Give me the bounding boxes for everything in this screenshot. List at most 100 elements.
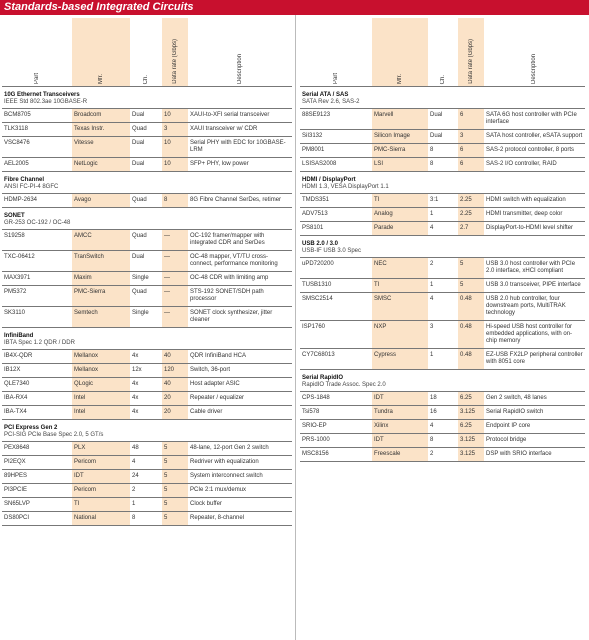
table-cell: HDMP-2634 bbox=[4, 197, 38, 203]
table-cell: 18 bbox=[430, 395, 437, 401]
table-cell: — bbox=[162, 286, 188, 306]
table-cell: — bbox=[162, 251, 188, 271]
header-cell: Part bbox=[300, 18, 372, 86]
table-cell: 3 bbox=[458, 130, 484, 143]
table-cell: Xilinx bbox=[372, 420, 428, 433]
section-subtitle: USB-IF USB 3.0 Spec bbox=[302, 248, 362, 254]
table-cell: 8 bbox=[430, 161, 434, 167]
table-cell: Tsi578 bbox=[302, 409, 320, 415]
table-row: PRS-1000 IDT 8 3.125 Protocol bridge bbox=[300, 434, 585, 448]
table-cell: PRS-1000 bbox=[302, 437, 330, 443]
table-row: CPS-1848 IDT 18 6.25 Gen 2 switch, 48 lanes bbox=[300, 392, 585, 406]
table-cell: 0.48 bbox=[458, 293, 484, 320]
table-cell: TUSB1310 bbox=[302, 282, 332, 288]
table-cell: CPS-1848 bbox=[302, 395, 330, 401]
table-cell: NEC bbox=[372, 258, 428, 278]
table-cell: Quad bbox=[132, 197, 147, 203]
table-cell: Analog bbox=[372, 208, 428, 221]
section-subtitle: IBTA Spec 1.2 QDR / DDR bbox=[4, 340, 75, 346]
table-cell: SMSC bbox=[372, 293, 428, 320]
header-cell: Data rate (Gbps) bbox=[162, 18, 188, 86]
table-cell: SK3110 bbox=[4, 310, 25, 316]
table-cell: PI3PCIE bbox=[4, 487, 28, 493]
section-subtitle: ANSI FC-PI-4 8GFC bbox=[4, 184, 59, 190]
table-cell: DisplayPort-to-HDMI level shifter bbox=[486, 225, 574, 231]
table-cell: AMCC bbox=[72, 230, 130, 250]
column-header: Mfr. bbox=[97, 74, 104, 84]
table-row: SN65LVP TI 1 5 Clock buffer bbox=[2, 498, 292, 512]
table-cell: 3.125 bbox=[458, 406, 484, 419]
table-cell: Pericom bbox=[72, 456, 130, 469]
table-row: SK3110 Semtech Single — SONET clock synthesi… bbox=[2, 307, 292, 328]
table-cell: Pericom bbox=[72, 484, 130, 497]
table-cell: Dual bbox=[132, 112, 145, 118]
header-cell: Mfr. bbox=[72, 18, 130, 86]
table-cell: MSC8156 bbox=[302, 451, 329, 457]
section-title: Serial RapidIO bbox=[302, 375, 344, 381]
table-cell: 5 bbox=[162, 484, 188, 497]
section-subtitle: PCI-SIG PCIe Base Spec 2.0, 5 GT/s bbox=[4, 432, 104, 438]
table-cell: 5 bbox=[162, 512, 188, 525]
table-cell: — bbox=[162, 230, 188, 250]
table-cell: 20 bbox=[162, 392, 188, 405]
table-cell: Cypress bbox=[372, 349, 428, 369]
table-cell: Maxim bbox=[72, 272, 130, 285]
table-cell: Single bbox=[132, 275, 149, 281]
table-cell: ADV7513 bbox=[302, 211, 328, 217]
table-cell: DS80PCI bbox=[4, 515, 30, 521]
table-cell: 5 bbox=[162, 442, 188, 455]
section-header: Serial RapidIO RapidIO Trade Assoc. Spec … bbox=[300, 370, 585, 392]
title-bar: Standards-based Integrated Circuits bbox=[0, 0, 589, 15]
table-cell: 5 bbox=[458, 279, 484, 292]
table-row: HDMP-2634 Avago Quad 8 8G Fibre Channel SerD… bbox=[2, 194, 292, 208]
section-title: USB 2.0 / 3.0 bbox=[302, 241, 339, 247]
table-row: IBA-TX4 Intel 4x 20 Cable driver bbox=[2, 406, 292, 420]
table-cell: 5 bbox=[458, 258, 484, 278]
table-cell: Vitesse bbox=[72, 137, 130, 157]
table-cell: Mellanox bbox=[72, 364, 130, 377]
section-header: Fibre Channel ANSI FC-PI-4 8GFC bbox=[2, 172, 292, 194]
table-cell: ISP1760 bbox=[302, 324, 326, 330]
table-cell: 5 bbox=[162, 470, 188, 483]
table-cell: S19258 bbox=[4, 233, 25, 239]
section-title: Serial ATA / SAS bbox=[302, 92, 349, 98]
table-cell: XAUI-to-XFI serial transceiver bbox=[190, 112, 270, 118]
table-row: BCM8705 Broadcom Dual 10 XAUI-to-XFI serial … bbox=[2, 109, 292, 123]
section-title: InfiniBand bbox=[4, 333, 34, 339]
table-cell: LSISAS2008 bbox=[302, 161, 337, 167]
table-cell: 2 bbox=[132, 487, 136, 493]
table-cell: VSC8476 bbox=[4, 140, 30, 146]
table-cell: 6 bbox=[458, 109, 484, 129]
column-header: Ch. bbox=[142, 74, 149, 84]
table-cell: Endpoint IP core bbox=[486, 423, 531, 429]
section-subtitle: RapidIO Trade Assoc. Spec 2.0 bbox=[302, 382, 386, 388]
table-cell: AEL2005 bbox=[4, 161, 29, 167]
table-cell: 8 bbox=[430, 147, 434, 153]
table-cell: 40 bbox=[162, 378, 188, 391]
table-cell: 0.48 bbox=[458, 321, 484, 348]
table-cell: SN65LVP bbox=[4, 501, 30, 507]
table-row: IB12X Mellanox 12x 120 Switch, 36-port bbox=[2, 364, 292, 378]
table-cell: 10 bbox=[162, 158, 188, 171]
section-subtitle: GR-253 OC-192 / OC-48 bbox=[4, 220, 71, 226]
table-cell: 3.125 bbox=[458, 448, 484, 461]
table-row: SiI3132 Silicon Image Dual 3 SATA host contr… bbox=[300, 130, 585, 144]
table-row: MAX3971 Maxim Single — OC-48 CDR with limiti… bbox=[2, 272, 292, 286]
table-cell: TMDS351 bbox=[302, 197, 330, 203]
column-header: Part bbox=[332, 72, 339, 84]
table-cell: 1 bbox=[430, 282, 434, 288]
table-row: uPD720200 NEC 2 5 USB 3.0 host controller wi… bbox=[300, 258, 585, 279]
column-header: Mfr. bbox=[396, 74, 403, 84]
header-row: Part Mfr. Ch. Data rate (Gbps) Description bbox=[2, 18, 292, 87]
table-cell: SFP+ PHY, low power bbox=[190, 161, 249, 167]
table-cell: 4x bbox=[132, 353, 139, 359]
table-cell: QDR InfiniBand HCA bbox=[190, 353, 247, 359]
table-cell: 8 bbox=[132, 515, 136, 521]
table-cell: 4 bbox=[430, 296, 434, 302]
table-cell: OC-48 mapper, VT/TU cross-connect, perfo… bbox=[190, 254, 278, 267]
table-cell: 10 bbox=[162, 137, 188, 157]
table-cell: Clock buffer bbox=[190, 501, 222, 507]
table-cell: Intel bbox=[72, 406, 130, 419]
table-cell: 6.25 bbox=[458, 420, 484, 433]
table-cell: 8 bbox=[162, 194, 188, 207]
